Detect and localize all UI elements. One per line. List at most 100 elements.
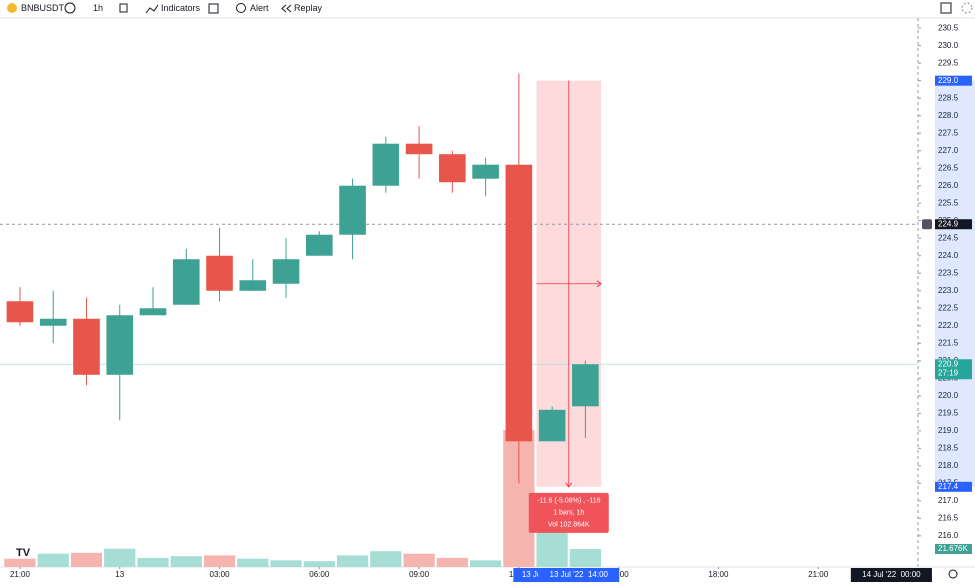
alert[interactable]: Alert — [250, 3, 269, 13]
crosshair-icon — [922, 219, 932, 230]
candle-body — [172, 259, 200, 305]
time-tag-label: 13 Jul '22 14:00 — [550, 570, 609, 579]
tv-logo: TV — [16, 547, 31, 559]
candle-body — [39, 318, 67, 326]
alert-icon — [236, 3, 246, 13]
x-tick-label: 18:00 — [708, 570, 729, 579]
time-tag-label: 14 Jul '22 00:00 — [862, 570, 921, 579]
y-tick-label: 226.0 — [938, 181, 959, 190]
time-tag — [538, 568, 620, 582]
volume-bar — [403, 553, 435, 567]
candle-body — [505, 164, 533, 442]
measure-tooltip-line: 1 bars, 1h — [553, 510, 584, 517]
volume-bar — [137, 557, 169, 567]
x-tick-label: 21:00 — [808, 570, 829, 579]
x-tick-label: 06:00 — [309, 570, 330, 579]
volume-bar — [104, 548, 136, 567]
y-tick-label: 230.0 — [938, 41, 959, 50]
y-tick-label: 222.0 — [938, 321, 959, 330]
measure-tooltip-line: Vol 102.864K — [548, 522, 590, 529]
indicators-icon — [145, 4, 159, 14]
volume-bar — [336, 555, 369, 567]
measure-arrow-down — [565, 482, 573, 488]
y-tick-label: 224.0 — [938, 251, 959, 260]
y-tick-label: 216.0 — [938, 531, 959, 540]
plot: 216.0216.5217.0217.5218.0218.5219.0219.5… — [0, 18, 975, 582]
volume-bar — [203, 555, 236, 567]
candle-body — [272, 259, 300, 284]
y-tick-label: 218.5 — [938, 443, 959, 452]
y-tick-label: 228.0 — [938, 111, 959, 120]
price-tag — [935, 481, 972, 492]
replay-icon — [281, 4, 292, 13]
y-tick-label: 226.5 — [938, 163, 959, 172]
candle-body — [239, 280, 267, 291]
candle-body — [106, 315, 134, 375]
candle-body — [372, 143, 400, 186]
x-tick-label: 13 — [115, 570, 124, 579]
y-tick-label: 218.0 — [938, 461, 959, 470]
x-tick-label: 03:00 — [210, 570, 231, 579]
add-icon[interactable] — [64, 2, 76, 14]
y-tick-label: 224.5 — [938, 233, 959, 242]
candle-body — [73, 318, 100, 375]
settings-icon[interactable] — [948, 569, 958, 579]
y-tick-label: 223.0 — [938, 286, 959, 295]
candle-body — [472, 164, 499, 179]
candle-body — [339, 185, 366, 235]
volume-tag — [935, 544, 972, 555]
measure-arrow-right — [596, 280, 602, 288]
symbol[interactable]: BNBUSDT — [21, 3, 65, 13]
fullscreen-icon[interactable] — [940, 2, 952, 14]
toolbar: BNBUSDT 1h Indicators Alert Replay — [7, 2, 973, 14]
candle-body — [206, 255, 233, 291]
chart-type-icon[interactable] — [119, 3, 128, 13]
y-tick-label: 219.0 — [938, 426, 959, 435]
candle-body — [306, 234, 333, 256]
volume-bar — [37, 553, 69, 567]
volume-bar — [436, 557, 468, 567]
y-tick-label: 228.5 — [938, 93, 959, 102]
volume-bar — [237, 558, 269, 567]
volume-bar — [569, 549, 602, 567]
y-tick-label: 225.5 — [938, 198, 959, 207]
interval[interactable]: 1h — [93, 3, 103, 13]
snapshot-icon[interactable] — [961, 2, 973, 14]
candle-body — [6, 301, 34, 323]
volume-tag-label: 21.676K — [938, 544, 968, 553]
candle-body — [405, 143, 433, 155]
price-tag — [935, 75, 972, 86]
axis-range — [935, 80, 975, 487]
x-tick-label: 09:00 — [409, 570, 430, 579]
volume-bar — [303, 561, 335, 567]
y-tick-label: 219.5 — [938, 408, 959, 417]
y-tick-label: 223.5 — [938, 268, 959, 277]
price-tag — [935, 219, 972, 230]
y-tick-label: 217.0 — [938, 496, 959, 505]
measure-tooltip — [528, 492, 609, 533]
layout-icon[interactable] — [208, 3, 219, 14]
x-tick-label: 21:00 — [10, 570, 31, 579]
volume-bar — [170, 556, 202, 567]
price-tag — [935, 359, 972, 380]
symbol-icon — [7, 3, 17, 13]
y-tick-label: 227.0 — [938, 146, 959, 155]
volume-bar — [370, 551, 402, 567]
y-tick-label: 216.5 — [938, 513, 959, 522]
volume-bar — [4, 558, 36, 567]
y-tick-label: 222.5 — [938, 303, 959, 312]
indicators[interactable]: Indicators — [161, 3, 201, 13]
volume-bar — [469, 560, 502, 567]
replay[interactable]: Replay — [294, 3, 323, 13]
candle-body — [139, 308, 167, 316]
candle-body — [538, 409, 566, 442]
time-tag — [850, 568, 932, 582]
y-tick-label: 230.5 — [938, 23, 959, 32]
countdown: 27:19 — [938, 368, 959, 377]
price-tag-label: 217.4 — [938, 482, 959, 491]
y-tick-label: 227.5 — [938, 128, 959, 137]
price-tag-label: 229.0 — [938, 76, 959, 85]
volume-bar — [70, 552, 103, 567]
